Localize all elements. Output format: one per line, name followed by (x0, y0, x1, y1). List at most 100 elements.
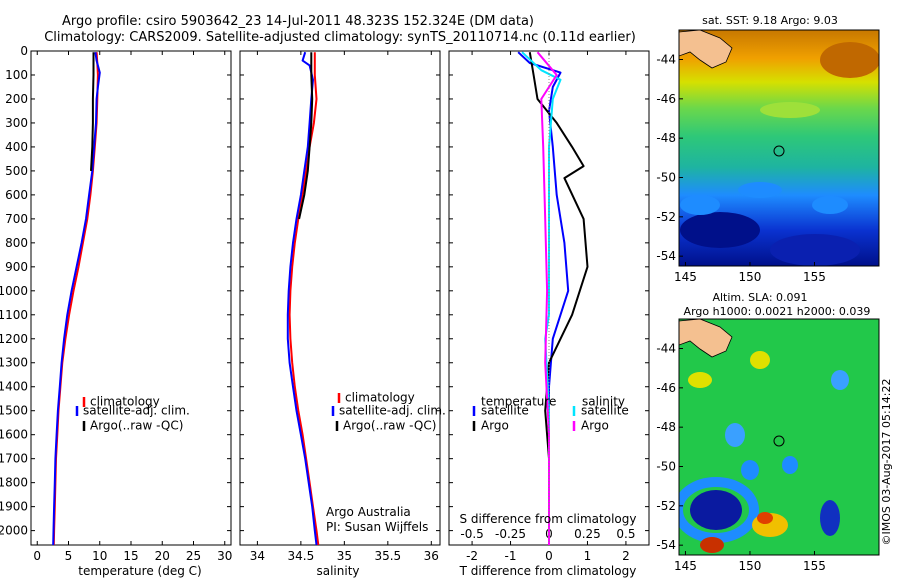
temperature-legend: climatology satellite-adj. clim. Argo(..… (75, 395, 190, 433)
legend-label-argo: Argo(..raw -QC) (343, 419, 436, 433)
depth-tick-label: 600 (5, 188, 28, 202)
sla-low-eddy (820, 500, 840, 536)
series-line-salinity-argo (536, 51, 558, 545)
sla-low-eddy (782, 456, 798, 474)
temperature-x-axis: 0 5 10 15 20 25 30 (33, 51, 232, 563)
temperature-panel: 0100200300400500600700800900100011001200… (0, 44, 232, 578)
x-tick-label: 35 (337, 549, 352, 563)
series-line-argo-raw-qc- (90, 52, 95, 171)
salinity-panel: 34 34.5 35 35.5 36 salinity climatology sate… (239, 50, 446, 578)
argo-location-marker (773, 145, 785, 157)
depth-tick-label: 2000 (0, 524, 28, 538)
x-tick-label: 0 (33, 549, 41, 563)
sla-field (679, 319, 879, 555)
lat-tick-label: -50 (656, 460, 676, 474)
depth-tick-label: 200 (5, 92, 28, 106)
sst-warm-patch (820, 42, 879, 78)
difference-panel: -2 -1 0 1 2 -0.5 -0.25 0 0.25 0.5 T difference f… (448, 50, 650, 578)
x2-tick-label: -0.25 (495, 527, 526, 541)
argo-location-marker (773, 435, 785, 447)
sla-low-eddy (741, 460, 759, 480)
lat-tick-label: -52 (656, 210, 676, 224)
credit-line-2: PI: Susan Wijffels (326, 520, 428, 534)
salinity-legend: climatology satellite-adj. clim. Argo(..… (331, 391, 446, 433)
sla-high-eddy (688, 372, 712, 388)
series-line-argo-raw-qc- (298, 52, 314, 220)
sla-low-eddy (831, 370, 849, 390)
sst-cool-patch (812, 196, 848, 214)
lat-tick-label: -44 (656, 342, 676, 356)
depth-tick-label: 1900 (0, 500, 28, 514)
timestamp: ©IMOS 03-Aug-2017 05:14:22 (880, 379, 893, 546)
lat-tick-label: -52 (656, 499, 676, 513)
sst-cool-patch (738, 182, 782, 198)
lat-tick-label: -48 (656, 420, 676, 434)
lon-tick-label: 155 (803, 270, 826, 284)
sst-map: sat. SST: 9.18 Argo: 9.03 -44 -46 -48 -50 -5… (656, 14, 880, 284)
depth-tick-label: 800 (5, 236, 28, 250)
sla-high-eddy (700, 537, 724, 553)
lat-tick-label: -50 (656, 171, 676, 185)
difference-depth-ticks (449, 50, 649, 532)
sla-map-title: Altim. SLA: 0.091 (712, 291, 807, 304)
lat-tick-label: -54 (656, 538, 676, 552)
legend-label-t-argo: Argo (481, 419, 509, 433)
difference-legend: temperature salinity satellite Argo sate… (472, 395, 629, 433)
lat-tick-label: -48 (656, 131, 676, 145)
sst-map-title: sat. SST: 9.18 Argo: 9.03 (702, 14, 838, 27)
lon-tick-label: 150 (739, 270, 762, 284)
salinity-axes-frame (239, 50, 441, 546)
x-tick-label: -1 (505, 549, 517, 563)
lon-tick-label: 150 (739, 559, 762, 573)
depth-tick-label: 100 (5, 68, 28, 82)
x-tick-label: 30 (217, 549, 232, 563)
lat-tick-label: -46 (656, 92, 676, 106)
sst-cool-patch (680, 195, 720, 215)
x-tick-label: 25 (186, 549, 201, 563)
depth-tick-label: 1600 (0, 428, 28, 442)
sla-high-eddy (750, 351, 770, 369)
depth-tick-label: 1200 (0, 332, 28, 346)
credit-line-1: Argo Australia (326, 505, 411, 519)
x-tick-label: 1 (584, 549, 592, 563)
legend-label-argo: Argo(..raw -QC) (90, 419, 183, 433)
x-tick-label: 5 (65, 549, 73, 563)
depth-tick-label: 1500 (0, 404, 28, 418)
legend-title-salinity: salinity (582, 395, 625, 409)
legend-label-s-argo: Argo (581, 419, 609, 433)
legend-label-satellite: satellite-adj. clim. (83, 404, 190, 418)
sst-lat-axis: -44 -46 -48 -50 -52 -54 (656, 53, 683, 263)
sst-cold-patch (770, 234, 860, 266)
depth-tick-label: 1700 (0, 452, 28, 466)
sla-map-frame (678, 318, 880, 556)
sla-low-eddy (725, 423, 745, 447)
temperature-series (52, 52, 101, 546)
sst-front-patch (760, 102, 820, 118)
depth-tick-label: 1400 (0, 380, 28, 394)
depth-tick-label: 500 (5, 164, 28, 178)
sla-lat-axis: -44 -46 -48 -50 -52 -54 (656, 342, 683, 552)
tasmania-coast (679, 319, 733, 358)
lon-tick-label: 155 (803, 559, 826, 573)
legend-label-t-satellite: satellite (481, 404, 529, 418)
x-tick-label: -2 (466, 549, 478, 563)
depth-tick-label: 900 (5, 260, 28, 274)
temperature-x-label: temperature (deg C) (78, 564, 201, 578)
salinity-series (286, 51, 320, 546)
x-tick-label: 34.5 (288, 549, 315, 563)
sst-lon-axis: 145 150 155 (674, 262, 826, 284)
salinity-x-label: salinity (316, 564, 359, 578)
tasmania-coast (679, 30, 733, 69)
sst-cold-patch (680, 212, 760, 248)
sst-field (679, 30, 879, 266)
lon-tick-label: 145 (674, 559, 697, 573)
x-tick-label: 0 (545, 549, 553, 563)
x2-tick-label: 0.25 (574, 527, 601, 541)
x-tick-label: 15 (123, 549, 138, 563)
lat-tick-label: -54 (656, 249, 676, 263)
depth-tick-label: 1000 (0, 284, 28, 298)
salinity-x-axis: 34 34.5 35 35.5 36 (250, 51, 439, 563)
x2-tick-label: 0.5 (616, 527, 635, 541)
depth-axis: 0 100 200 300 400 500 600 700 800 900 1000 1100 1200… (0, 44, 231, 538)
series-line-salinity-satellite (521, 51, 562, 545)
